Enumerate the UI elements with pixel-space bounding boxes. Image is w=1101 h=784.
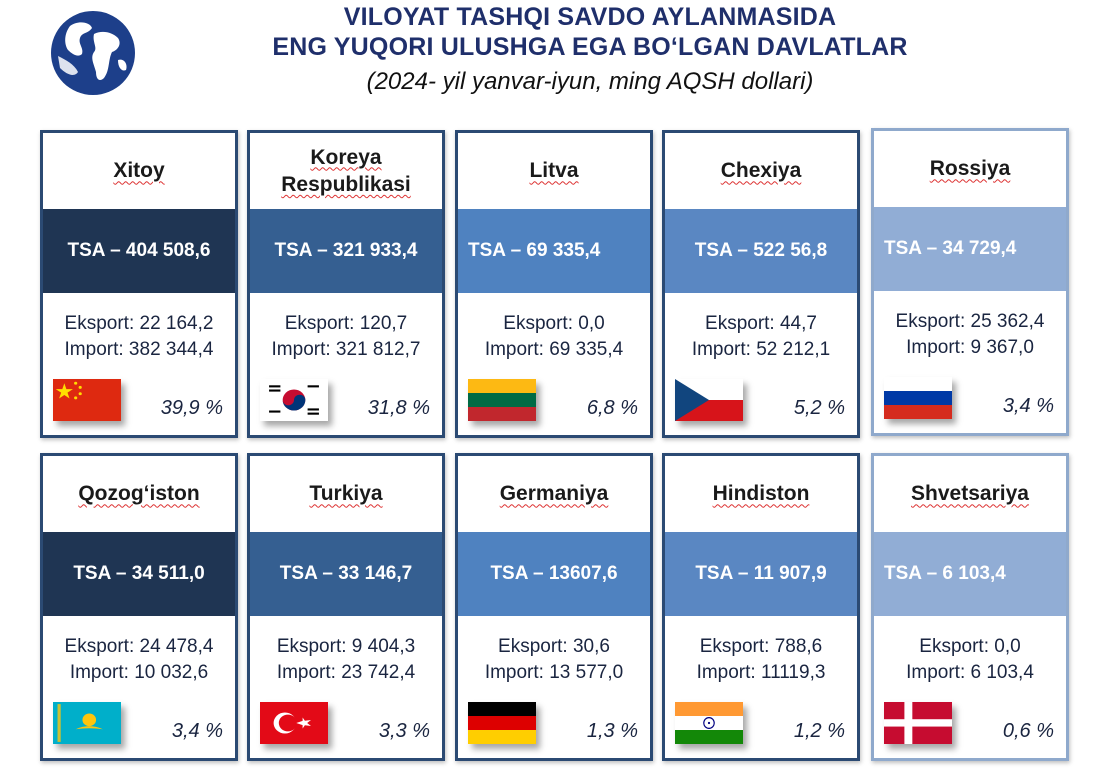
country-name: Shvetsariya: [911, 482, 1029, 506]
import-value: Import: 6 103,4: [906, 662, 1034, 683]
country-name: Rossiya: [929, 157, 1011, 181]
country-name: Xitoy: [113, 159, 165, 183]
trade-values: Eksport: 44,7 Import: 52 212,1: [665, 311, 857, 363]
export-value: Eksport: 788,6: [699, 636, 823, 657]
country-card-koreya: Koreya Respublikasi TSA – 321 933,4 Eksp…: [247, 130, 445, 438]
tsa-value: TSA – 522 56,8: [665, 209, 857, 293]
country-card-chexiya: Chexiya TSA – 522 56,8 Eksport: 44,7 Imp…: [662, 130, 860, 438]
country-name: Turkiya: [309, 482, 383, 506]
lithuania-flag-icon: [468, 379, 536, 421]
export-value: Eksport: 0,0: [919, 636, 1021, 657]
country-name: Koreya Respublikasi: [281, 145, 411, 196]
czech-flag-icon: [675, 379, 743, 421]
trade-values: Eksport: 22 164,2 Import: 382 344,4: [43, 311, 235, 363]
share-percent: 1,2 %: [793, 720, 845, 742]
export-value: Eksport: 9 404,3: [276, 636, 416, 657]
page-title-line2: ENG YUQORI ULUSHGA EGA BO‘LGAN DAVLATLAR: [272, 33, 908, 61]
country-card-rossiya: Rossiya TSA – 34 729,4 Eksport: 25 362,4…: [871, 128, 1069, 436]
turkey-flag-icon: [260, 702, 328, 744]
tsa-value: TSA – 34 729,4: [874, 207, 1066, 291]
trade-values: Eksport: 120,7 Import: 321 812,7: [250, 311, 442, 363]
trade-values: Eksport: 9 404,3 Import: 23 742,4: [250, 634, 442, 686]
country-name: Litva: [529, 159, 579, 183]
tsa-value: TSA – 321 933,4: [250, 209, 442, 293]
share-percent: 1,3 %: [586, 720, 638, 742]
country-card-turkiya: Turkiya TSA – 33 146,7 Eksport: 9 404,3 …: [247, 453, 445, 761]
export-value: Eksport: 24 478,4: [64, 636, 214, 657]
tsa-value: TSA – 404 508,6: [43, 209, 235, 293]
country-name: Qozog‘iston: [78, 482, 200, 506]
tsa-value: TSA – 34 511,0: [43, 532, 235, 616]
share-percent: 0,6 %: [1002, 720, 1054, 742]
country-name: Chexiya: [720, 159, 802, 183]
kazakhstan-flag-icon: [53, 702, 121, 744]
share-percent: 5,2 %: [793, 397, 845, 419]
page-subtitle: (2024- yil yanvar-iyun, ming AQSH dollar…: [366, 68, 814, 95]
country-card-hindiston: Hindiston TSA – 11 907,9 Eksport: 788,6 …: [662, 453, 860, 761]
tsa-value: TSA – 69 335,4: [458, 209, 650, 293]
trade-values: Eksport: 30,6 Import: 13 577,0: [458, 634, 650, 686]
india-flag-icon: [675, 702, 743, 744]
export-value: Eksport: 0,0: [503, 313, 605, 334]
denmark-flag-icon: [884, 702, 952, 744]
import-value: Import: 11119,3: [696, 662, 826, 683]
import-value: Import: 52 212,1: [691, 339, 831, 360]
country-card-litva: Litva TSA – 69 335,4 Eksport: 0,0 Import…: [455, 130, 653, 438]
tsa-value: TSA – 13607,6: [458, 532, 650, 616]
trade-values: Eksport: 0,0 Import: 69 335,4: [458, 311, 650, 363]
china-flag-icon: [53, 379, 121, 421]
country-card-shvetsariya: Shvetsariya TSA – 6 103,4 Eksport: 0,0 I…: [871, 453, 1069, 761]
share-percent: 3,4 %: [1002, 395, 1054, 417]
tsa-value: TSA – 6 103,4: [874, 532, 1066, 616]
share-percent: 3,3 %: [378, 720, 430, 742]
page-title-line1: VILOYAT TASHQI SAVDO AYLANMASIDA: [343, 3, 837, 31]
import-value: Import: 10 032,6: [69, 662, 209, 683]
export-value: Eksport: 22 164,2: [64, 313, 214, 334]
country-name: Germaniya: [499, 482, 609, 506]
country-name: Hindiston: [712, 482, 810, 506]
trade-values: Eksport: 25 362,4 Import: 9 367,0: [874, 309, 1066, 361]
share-percent: 31,8 %: [367, 397, 430, 419]
export-value: Eksport: 30,6: [498, 636, 610, 657]
trade-values: Eksport: 0,0 Import: 6 103,4: [874, 634, 1066, 686]
country-card-qozogiston: Qozog‘iston TSA – 34 511,0 Eksport: 24 4…: [40, 453, 238, 761]
share-percent: 39,9 %: [160, 397, 223, 419]
export-value: Eksport: 44,7: [705, 313, 817, 334]
share-percent: 3,4 %: [171, 720, 223, 742]
country-card-xitoy: Xitoy TSA – 404 508,6 Eksport: 22 164,2 …: [40, 130, 238, 438]
import-value: Import: 382 344,4: [64, 339, 214, 360]
tsa-value: TSA – 33 146,7: [250, 532, 442, 616]
trade-values: Eksport: 788,6 Import: 11119,3: [665, 634, 857, 686]
globe-logo-icon: [48, 8, 138, 98]
trade-values: Eksport: 24 478,4 Import: 10 032,6: [43, 634, 235, 686]
import-value: Import: 23 742,4: [276, 662, 416, 683]
import-value: Import: 69 335,4: [484, 339, 624, 360]
country-card-germaniya: Germaniya TSA – 13607,6 Eksport: 30,6 Im…: [455, 453, 653, 761]
germany-flag-icon: [468, 702, 536, 744]
tsa-value: TSA – 11 907,9: [665, 532, 857, 616]
export-value: Eksport: 120,7: [284, 313, 408, 334]
import-value: Import: 9 367,0: [906, 337, 1034, 358]
russia-flag-icon: [884, 377, 952, 419]
import-value: Import: 321 812,7: [271, 339, 421, 360]
import-value: Import: 13 577,0: [484, 662, 624, 683]
share-percent: 6,8 %: [586, 397, 638, 419]
south-korea-flag-icon: [260, 379, 328, 421]
export-value: Eksport: 25 362,4: [895, 311, 1045, 332]
